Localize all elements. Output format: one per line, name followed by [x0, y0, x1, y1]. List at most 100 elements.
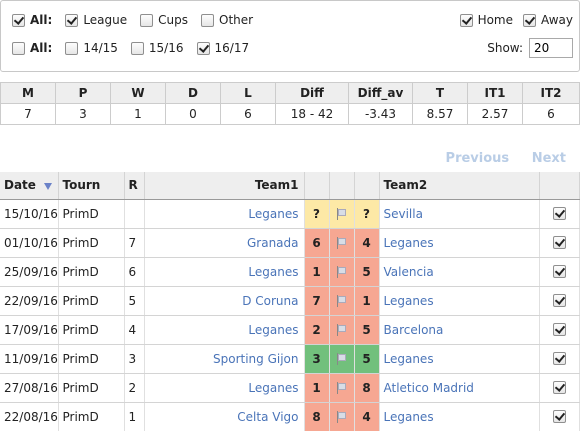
next-link[interactable]: Next — [531, 151, 566, 166]
checkbox-icon[interactable] — [201, 13, 214, 27]
column-header-tourn[interactable]: Tourn — [58, 172, 125, 200]
checkbox-icon[interactable] — [65, 13, 79, 27]
filter-panel: All: League Cups Other All: 14/15 15/16 … — [0, 0, 580, 72]
checkbox-icon[interactable] — [552, 235, 566, 249]
checkbox-icon[interactable] — [12, 41, 25, 55]
filter-season-16-17[interactable]: 16/17 — [196, 41, 249, 55]
match-team2[interactable]: Leganes — [379, 344, 540, 374]
match-round: 1 — [124, 402, 145, 431]
column-header-team1[interactable]: Team1 — [144, 172, 305, 200]
match-team1[interactable]: Granada — [144, 228, 305, 258]
checkbox-icon[interactable] — [552, 351, 566, 365]
stats-value: 2.57 — [467, 103, 523, 125]
checkbox-icon[interactable] — [552, 380, 566, 394]
match-flag-cell — [329, 228, 355, 258]
show-count-input[interactable] — [529, 38, 573, 58]
column-header-round[interactable]: R — [124, 172, 145, 200]
checkbox-icon[interactable] — [130, 41, 144, 55]
match-row: 22/08/16 PrimD 1 Celta Vigo 8 4 Leganes — [0, 402, 580, 431]
show-count-row: Show: — [487, 38, 573, 58]
match-score-team1: 3 — [304, 344, 330, 374]
match-team1[interactable]: Leganes — [144, 257, 305, 287]
match-score-team1: 8 — [304, 402, 330, 431]
checkbox-icon[interactable] — [196, 41, 210, 55]
match-team1[interactable]: Sporting Gijon — [144, 344, 305, 374]
match-team2[interactable]: Leganes — [379, 402, 540, 431]
match-flag-cell — [329, 373, 355, 403]
column-header-team2[interactable]: Team2 — [379, 172, 540, 200]
match-score-team1: 1 — [304, 257, 330, 287]
match-score-team1: 6 — [304, 228, 330, 258]
filter-away[interactable]: Away — [523, 13, 573, 27]
column-header-select — [539, 172, 580, 200]
flag-icon[interactable] — [337, 352, 346, 365]
match-team1[interactable]: Leganes — [144, 373, 305, 403]
column-header-score2 — [354, 172, 380, 200]
stats-table: M P W D L Diff Diff_av T IT1 IT2 7 3 1 0… — [0, 82, 580, 125]
match-row: 25/09/16 PrimD 6 Leganes 1 5 Valencia — [0, 257, 580, 287]
match-select-cell — [539, 402, 580, 431]
filter-season-14-15[interactable]: 14/15 — [65, 41, 118, 55]
flag-icon[interactable] — [337, 294, 346, 307]
filter-all-tournaments[interactable]: All: — [12, 13, 52, 27]
matches-body: 15/10/16 PrimD Leganes?? Sevilla 01/10/16 Pri… — [0, 199, 580, 431]
match-team2[interactable]: Barcelona — [379, 315, 540, 345]
match-flag-cell — [329, 199, 355, 229]
match-row: 01/10/16 PrimD 7 Granada 6 4 Leganes — [0, 228, 580, 258]
checkbox-icon[interactable] — [65, 41, 79, 55]
stats-value: -3.43 — [348, 103, 413, 125]
filter-season-15-16[interactable]: 15/16 — [130, 41, 184, 55]
match-select-cell — [539, 286, 580, 316]
match-team1[interactable]: Leganes — [144, 199, 305, 229]
flag-icon[interactable] — [337, 265, 346, 278]
match-team1[interactable]: Leganes — [144, 315, 305, 345]
stats-header: Diff — [275, 82, 349, 104]
match-team2[interactable]: Valencia — [379, 257, 540, 287]
checkbox-icon[interactable] — [552, 409, 566, 423]
checkbox-icon[interactable] — [552, 293, 566, 307]
match-score-team1: 1 — [304, 373, 330, 403]
checkbox-icon[interactable] — [12, 13, 25, 27]
match-team1[interactable]: Celta Vigo — [144, 402, 305, 431]
match-select-cell — [539, 228, 580, 258]
match-team1[interactable]: D Coruna — [144, 286, 305, 316]
match-team2[interactable]: Sevilla — [379, 199, 540, 229]
column-header-date[interactable]: Date — [0, 172, 59, 200]
stats-header: P — [55, 82, 111, 104]
stats-header: M — [0, 82, 56, 104]
flag-icon[interactable] — [337, 236, 346, 249]
checkbox-icon[interactable] — [523, 13, 536, 27]
match-team2[interactable]: Atletico Madrid — [379, 373, 540, 403]
stats-header: IT2 — [522, 82, 580, 104]
filter-league[interactable]: League — [65, 13, 127, 27]
match-row: 11/09/16 PrimD 3 Sporting Gijon 3 5 Leganes — [0, 344, 580, 374]
filter-other[interactable]: Other — [201, 13, 253, 27]
checkbox-icon[interactable] — [140, 13, 154, 27]
match-score-team2: 4 — [354, 402, 380, 431]
match-score-team2: 1 — [354, 286, 380, 316]
match-team2[interactable]: Leganes — [379, 228, 540, 258]
match-round: 2 — [124, 373, 145, 403]
checkbox-icon[interactable] — [552, 206, 566, 220]
stats-value: 7 — [0, 103, 56, 125]
show-label: Show: — [487, 41, 523, 55]
stats-header-row: M P W D L Diff Diff_av T IT1 IT2 — [0, 82, 580, 104]
match-tournament: PrimD — [58, 286, 125, 316]
previous-link[interactable]: Previous — [445, 151, 510, 166]
match-team2[interactable]: Leganes — [379, 286, 540, 316]
flag-icon[interactable] — [337, 323, 346, 336]
flag-icon[interactable] — [337, 207, 346, 220]
checkbox-icon[interactable] — [552, 264, 566, 278]
match-round: 7 — [124, 228, 145, 258]
checkbox-icon[interactable] — [552, 322, 566, 336]
filter-all-seasons[interactable]: All: — [12, 41, 52, 55]
flag-icon[interactable] — [337, 381, 346, 394]
column-header-flag — [329, 172, 355, 200]
checkbox-icon[interactable] — [459, 13, 473, 27]
filter-home[interactable]: Home — [459, 13, 513, 27]
stats-header: IT1 — [467, 82, 523, 104]
filter-cups[interactable]: Cups — [140, 13, 188, 27]
match-round — [124, 199, 145, 229]
match-tournament: PrimD — [58, 344, 125, 374]
flag-icon[interactable] — [337, 410, 346, 423]
